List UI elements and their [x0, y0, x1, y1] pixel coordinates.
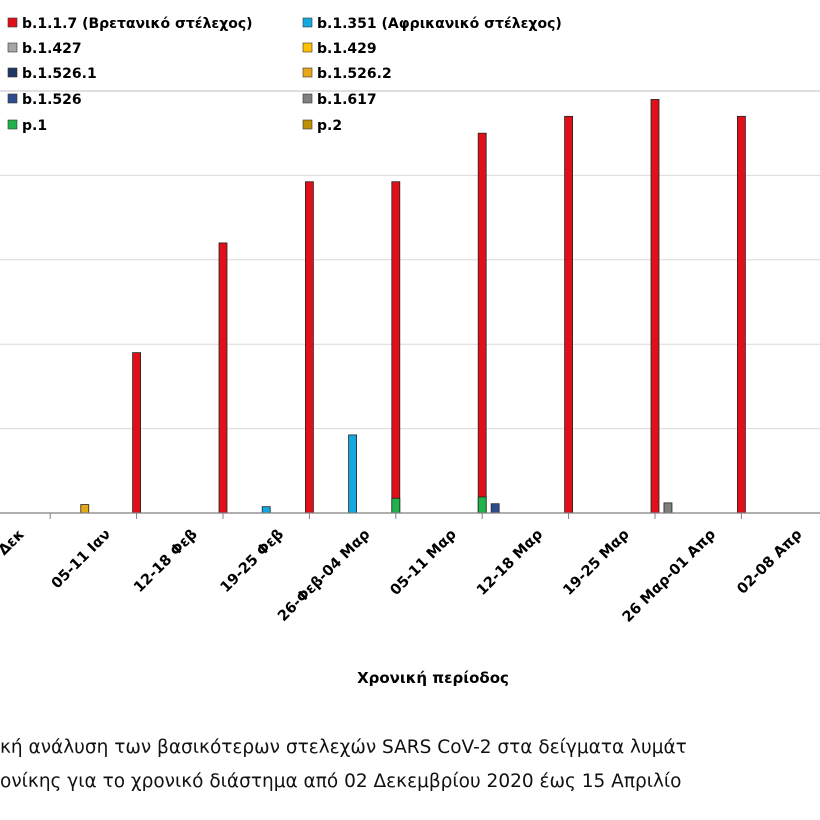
legend-swatch — [7, 93, 18, 104]
legend-item-b.1.429: b.1.429 — [302, 41, 377, 57]
bar-b.1.1.7-12-18 Φεβ — [218, 242, 228, 514]
legend-item-p.2: p.2 — [302, 118, 342, 134]
x-tick-label: Δεκ — [0, 527, 28, 559]
legend-swatch — [302, 93, 313, 104]
chart-bars — [80, 99, 746, 514]
legend-item-b.1.1.7: b.1.1.7 (Βρετανικό στέλεχος) — [7, 16, 253, 32]
x-tick-label: 19-25 Φεβ — [218, 527, 287, 596]
bar-b.1.1.7-19-25 Φεβ — [304, 181, 314, 514]
bar-b.1.1.7-05-11 Ιαν — [132, 352, 142, 514]
bar-b.1.1.7-26 Μαρ-01 Απρ — [737, 115, 746, 514]
legend-swatch — [7, 119, 18, 130]
x-tick-label: 05-11 Ιαν — [49, 526, 115, 592]
bar-b.1.1.7-05-11 Μαρ — [477, 132, 487, 514]
x-tick-label: 02-08 Απρ — [734, 527, 805, 598]
x-tick-label: 12-18 Φεβ — [131, 527, 200, 596]
x-axis-tick-labels: Δεκ 05-11 Ιαν 12-18 Φεβ 19-25 Φεβ26-Φεβ-04 … — [0, 526, 805, 625]
bar-b.1.351-12-18 Φεβ — [261, 506, 271, 514]
chart-gridlines — [0, 90, 820, 519]
variant-bar-chart: b.1.1.7 (Βρετανικό στέλεχος) b.1.351 (Αφρ… — [0, 16, 820, 687]
figure-caption-line-2: ονίκης για το χρονικό διάστημα από 02 Δε… — [0, 771, 682, 792]
bar-b.1.1.7-26-Φεβ-04 Μαρ — [391, 181, 401, 514]
legend-swatch — [7, 17, 18, 28]
legend-label: b.1.526.2 — [317, 66, 392, 82]
legend-label: b.1.1.7 (Βρετανικό στέλεχος) — [22, 16, 253, 32]
legend-swatch — [7, 67, 18, 78]
legend-swatch — [302, 67, 313, 78]
legend-label: p.2 — [317, 118, 342, 134]
x-tick-label: 26-Φεβ-04 Μαρ — [275, 527, 373, 625]
legend-item-b.1.351: b.1.351 (Αφρικανικό στέλεχος) — [302, 16, 562, 32]
legend-item-b.1.526: b.1.526 — [7, 92, 82, 108]
bar-b.1.1.7-12-18 Μαρ — [564, 115, 573, 514]
figure-caption-line-1: κή ανάλυση των βασικότερων στελεχών SARS… — [0, 737, 687, 758]
bar-b.1.617-26 Μαρ-01 Απρ — [663, 502, 673, 514]
bar-b.1.526.2-05-11 Ιαν — [80, 504, 90, 514]
legend-swatch — [302, 42, 313, 53]
bar-b.1.526-12-18 Μαρ — [490, 503, 500, 514]
legend-label: b.1.526 — [22, 92, 82, 108]
legend-label: b.1.351 (Αφρικανικό στέλεχος) — [317, 16, 562, 32]
legend-item-b.1.526.1: b.1.526.1 — [7, 66, 97, 82]
bar-b.1.351-19-25 Φεβ — [348, 434, 358, 514]
chart-legend: b.1.1.7 (Βρετανικό στέλεχος) b.1.351 (Αφρ… — [7, 16, 562, 134]
x-tick-label: 26 Μαρ-01 Απρ — [620, 527, 719, 626]
x-axis-title: Χρονική περίοδος — [357, 669, 509, 687]
legend-label: b.1.617 — [317, 92, 377, 108]
bar-p.1-12-18 Μαρ — [477, 496, 487, 514]
legend-item-b.1.427: b.1.427 — [7, 41, 82, 57]
x-tick-label: 05-11 Μαρ — [388, 527, 460, 599]
legend-label: b.1.429 — [317, 41, 377, 57]
bar-b.1.1.7-19-25 Μαρ — [650, 99, 660, 514]
legend-item-b.1.617: b.1.617 — [302, 92, 377, 108]
x-tick-label: 19-25 Μαρ — [560, 527, 632, 599]
legend-swatch — [302, 119, 313, 130]
legend-item-p.1: p.1 — [7, 118, 47, 134]
x-tick-label: 12-18 Μαρ — [474, 527, 546, 599]
legend-label: p.1 — [22, 118, 47, 134]
legend-label: b.1.427 — [22, 41, 82, 57]
legend-swatch — [302, 17, 313, 28]
legend-label: b.1.526.1 — [22, 66, 97, 82]
legend-item-b.1.526.2: b.1.526.2 — [302, 66, 392, 82]
legend-swatch — [7, 42, 18, 53]
bar-p.1-05-11 Μαρ — [391, 497, 401, 514]
